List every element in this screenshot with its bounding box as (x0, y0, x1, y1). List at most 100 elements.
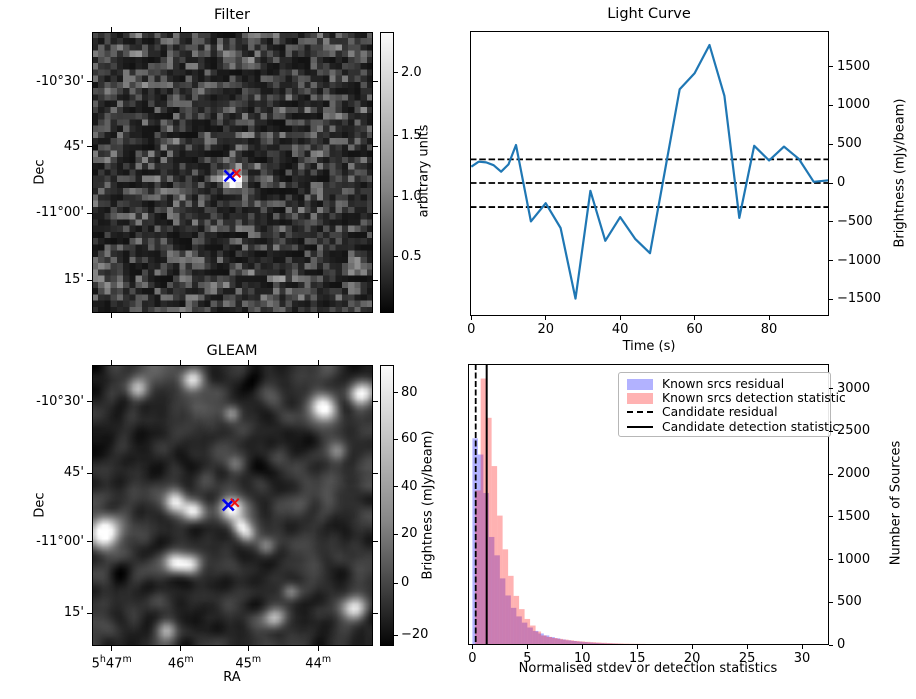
tick-mark (394, 135, 398, 137)
filter-marker-red (231, 168, 242, 179)
light-curve-line (470, 43, 829, 300)
y-tick-label: 45' (63, 465, 84, 481)
tick-mark (87, 612, 92, 614)
colorbar-tick-label: 1.5 (401, 127, 422, 143)
x-tick-label: 5 (523, 651, 532, 666)
gleam-panel-title: GLEAM (206, 343, 258, 359)
hist-bar-series1 (486, 417, 492, 645)
hist-bar-series0 (582, 642, 588, 645)
hist-bar-series1 (513, 595, 520, 645)
hist-bar-series0 (571, 640, 577, 645)
hist-bar-series1 (530, 625, 536, 645)
hist-bar-series1 (535, 631, 542, 645)
y-tick-label: 1500 (837, 58, 871, 74)
hist-bar-series0 (543, 635, 550, 645)
hist-bar-series0 (494, 555, 500, 645)
gleam-y-axis-label: Dec (32, 492, 48, 518)
gleam-colorbar-label: Brightness (mJy/beam) (420, 430, 436, 580)
x-tick-label: 80 (760, 322, 778, 337)
hist-bar-series0 (521, 622, 528, 645)
tick-mark (394, 256, 398, 258)
x-tick-label: 60 (686, 322, 703, 337)
hist-bar-series0 (593, 642, 599, 645)
x-tick-label: 46m (167, 654, 194, 672)
hist-bar-series0 (549, 637, 555, 645)
histogram-legend: Known srcs residual Known srcs detection… (618, 372, 846, 437)
hist-bar-series1 (590, 642, 597, 645)
colorbar-tick-label: 0 (401, 575, 410, 591)
hist-bar-series1 (497, 515, 503, 645)
y-tick-label: -11°00' (36, 205, 84, 221)
legend-label: Known srcs residual (662, 377, 785, 392)
hist-bar-series0 (532, 630, 539, 645)
hist-bar-series1 (524, 618, 531, 645)
tick-mark (87, 401, 92, 403)
tick-mark (247, 360, 249, 365)
tick-mark (394, 582, 398, 584)
tick-mark (394, 533, 398, 535)
x-tick-label: 44m (305, 654, 332, 672)
hist-bar-series0 (554, 638, 561, 645)
hist-bar-series0 (505, 595, 511, 645)
x-tick-label: 20 (537, 322, 554, 337)
y-tick-label: 3000 (837, 380, 871, 396)
tick-mark (87, 212, 92, 214)
hist-bar-series1 (480, 378, 487, 645)
tick-mark (180, 646, 182, 651)
tick-mark (526, 645, 528, 649)
tick-mark (111, 646, 113, 651)
tick-mark (247, 27, 249, 32)
x-tick-label: 20 (683, 651, 701, 666)
legend-label: Candidate residual (662, 405, 778, 420)
histogram-plot (472, 364, 805, 645)
tick-mark (317, 646, 319, 651)
legend-item-known-detection: Known srcs detection statistic (619, 391, 846, 405)
x-tick-label: 5h47m (91, 654, 132, 672)
tick-mark (694, 316, 696, 320)
legend-swatch-pink-patch (627, 392, 653, 404)
tick-mark (636, 645, 638, 649)
tick-mark (87, 279, 92, 281)
legend-swatch-solid-line (627, 425, 653, 428)
x-tick-label: 45m (235, 654, 262, 672)
hist-bar-series1 (541, 635, 547, 645)
y-tick-label: 2500 (837, 423, 871, 439)
tick-mark (180, 313, 182, 318)
colorbar-tick-label: 1.0 (401, 188, 422, 204)
tick-mark (317, 27, 319, 32)
tick-mark (87, 81, 92, 83)
tick-mark (373, 541, 378, 543)
filter-plot-frame (92, 32, 373, 313)
tick-mark (373, 146, 378, 148)
legend-label: Known srcs detection statistic (662, 391, 846, 406)
tick-mark (394, 438, 398, 440)
hist-bar-series1 (579, 641, 586, 645)
hist-bar-series1 (552, 638, 558, 645)
hist-bar-series0 (472, 438, 478, 645)
x-tick-label: 10 (574, 651, 591, 666)
hist-bar-series0 (477, 454, 484, 645)
y-tick-label: −500 (837, 213, 873, 229)
light-curve-y-axis-label: Brightness (mJy/beam) (892, 98, 908, 248)
hist-bar-series1 (475, 490, 481, 645)
tick-mark (471, 645, 473, 649)
y-tick-label: 45' (63, 138, 84, 154)
hist-bar-series0 (565, 640, 572, 645)
legend-label: Candidate detection statistic (662, 419, 840, 434)
legend-swatch-dashed-line (627, 411, 653, 414)
y-tick-label: 0 (837, 637, 846, 652)
filter-marker-overlay (223, 168, 242, 183)
tick-mark (87, 146, 92, 148)
hist-bar-series1 (568, 640, 575, 645)
tick-mark (317, 360, 319, 365)
x-tick-label: 30 (793, 651, 811, 666)
y-tick-label: -10°30' (36, 393, 84, 409)
hist-bar-series0 (576, 641, 583, 645)
tick-mark (746, 645, 748, 649)
tick-mark (373, 279, 378, 281)
tick-mark (180, 360, 182, 365)
x-tick-label: 25 (738, 651, 756, 666)
y-tick-label: 15' (63, 605, 84, 621)
hist-bar-series0 (516, 616, 522, 645)
